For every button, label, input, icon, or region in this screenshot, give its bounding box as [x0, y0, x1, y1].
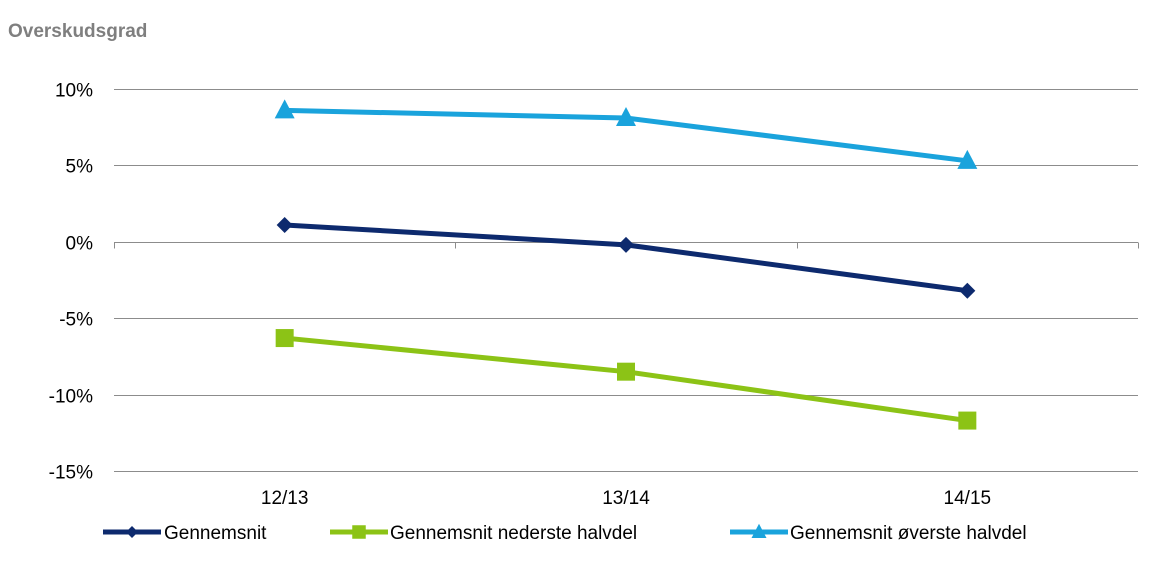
data-point	[616, 107, 636, 127]
y-tick-label: 10%	[55, 81, 93, 102]
y-tick-label: 0%	[66, 234, 94, 255]
legend-label: Gennemsnit øverste halvdel	[790, 523, 1027, 544]
series-3	[274, 99, 978, 169]
series-1	[276, 216, 976, 299]
data-point	[957, 149, 978, 169]
data-point	[275, 329, 294, 348]
data-point	[959, 282, 976, 299]
data-point	[617, 362, 635, 381]
legend-item: Gennemsnit	[103, 523, 267, 544]
x-tick-label: 14/15	[944, 488, 992, 509]
y-tick-label: -10%	[49, 387, 93, 408]
y-tick-label: 5%	[66, 157, 94, 178]
legend: Gennemsnit Gennemsnit nederste halvdel Gen…	[103, 523, 1027, 544]
data-point	[618, 236, 634, 253]
y-axis-tick-labels: 10% 5% 0% -5% -10% -15%	[49, 81, 93, 484]
y-tick-label: -5%	[59, 310, 93, 331]
legend-marker	[126, 526, 138, 538]
x-tick-label: 13/14	[602, 488, 650, 509]
legend-label: Gennemsnit nederste halvdel	[390, 523, 637, 544]
legend-marker	[751, 523, 767, 538]
chart-title: Overskudsgrad	[8, 21, 147, 42]
x-tick-label: 12/13	[261, 488, 309, 509]
legend-label: Gennemsnit	[164, 523, 267, 544]
data-point	[274, 99, 295, 119]
legend-item: Gennemsnit øverste halvdel	[730, 523, 1027, 544]
legend-marker	[352, 525, 366, 539]
gridlines	[114, 89, 1138, 472]
data-point	[276, 216, 293, 233]
y-tick-label: -15%	[49, 463, 93, 484]
series-line	[284, 222, 968, 294]
data-point	[958, 411, 977, 430]
legend-item: Gennemsnit nederste halvdel	[330, 523, 637, 544]
x-axis-tick-labels: 12/13 13/14 14/15	[261, 488, 991, 509]
series-group	[274, 99, 978, 430]
series-2	[275, 329, 977, 430]
